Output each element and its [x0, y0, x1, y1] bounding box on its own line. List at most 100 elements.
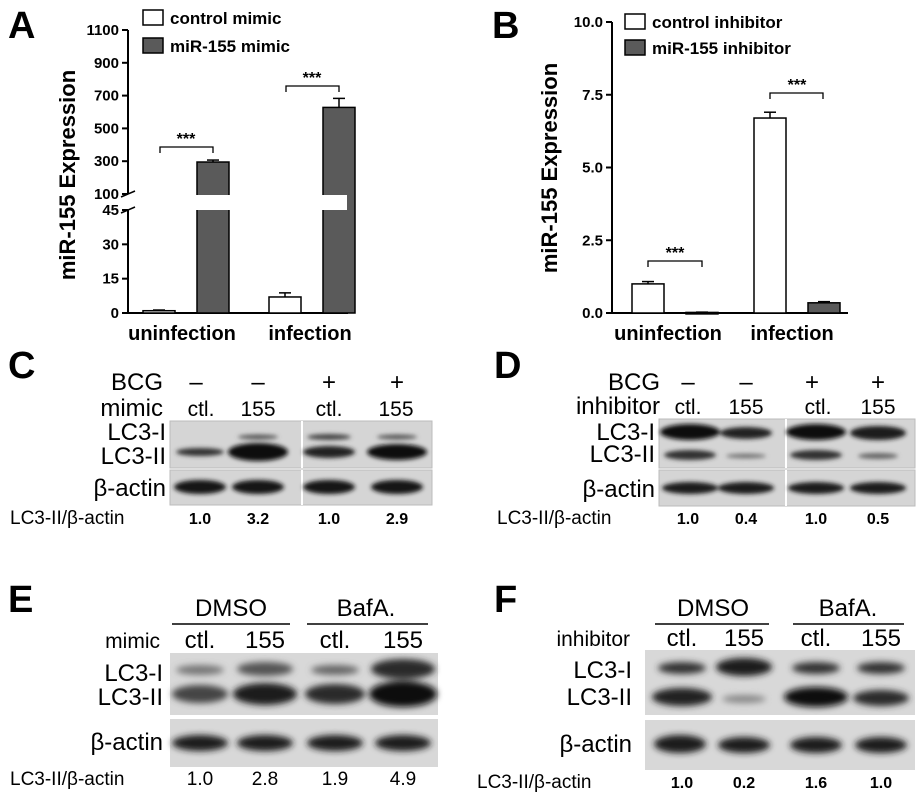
- lane-bcg: –: [739, 369, 753, 396]
- y-tick-label: 900: [94, 55, 119, 72]
- ratio-value: 3.2: [247, 511, 269, 528]
- ratio-value: 1.0: [189, 511, 211, 528]
- significance-stars: ***: [303, 70, 322, 87]
- lane-mimic: 155: [383, 627, 423, 654]
- bar: [631, 283, 665, 314]
- bands-e: [172, 659, 437, 751]
- panel-label-b: B: [492, 5, 519, 47]
- legend-mir155-mimic: miR-155 mimic: [170, 37, 290, 56]
- lane-inhibitor: ctl.: [801, 625, 832, 652]
- ratio-value: 1.0: [318, 511, 340, 528]
- ratio-value: 1.0: [187, 769, 213, 790]
- ratio-value: 1.6: [805, 775, 827, 792]
- y-tick-label: 5.0: [582, 160, 603, 177]
- ylabel-a: miR-155 Expression: [55, 70, 80, 280]
- lane-mimic: ctl.: [188, 398, 215, 421]
- bar: [753, 117, 787, 314]
- ratio-value: 2.9: [386, 511, 408, 528]
- bar: [196, 161, 230, 314]
- legend-swatch-control-mimic: [142, 9, 164, 26]
- lane-inhibitor: ctl.: [667, 625, 698, 652]
- bar: [807, 302, 841, 314]
- lane-mimic: 155: [245, 627, 285, 654]
- ratio-label-f: LC3-II/β-actin: [477, 772, 591, 793]
- significance-bracket: [285, 85, 340, 92]
- row-label-mimic: mimic: [100, 395, 163, 422]
- y-tick-label: 1100: [86, 22, 119, 39]
- y-ticks-b: 0.0 2.5 5.0 7.5 10.0: [574, 14, 612, 322]
- lane-mimic: 155: [240, 398, 275, 421]
- lane-mimic: 155: [378, 398, 413, 421]
- panel-b: B miR-155 Expression 0.0 2.5 5.0 7.5 10.0 un…: [492, 5, 848, 345]
- lane-bcg: +: [322, 369, 336, 396]
- lane-inhibitor: 155: [724, 625, 764, 652]
- y-tick-label: 10.0: [574, 14, 603, 31]
- ratio-value: 2.8: [252, 769, 278, 790]
- group-label-dmso: DMSO: [195, 595, 267, 622]
- band-label-actin: β-actin: [94, 475, 167, 502]
- significance-stars: ***: [666, 245, 685, 262]
- row-label-inhibitor: inhibitor: [556, 628, 630, 651]
- band-label-lc3-2: LC3-II: [98, 684, 163, 711]
- bar: [142, 309, 176, 314]
- lane-bcg: –: [189, 369, 203, 396]
- category-uninfection-a: uninfection: [128, 323, 236, 345]
- band-label-actin: β-actin: [560, 731, 633, 758]
- ratio-value: 1.0: [870, 775, 892, 792]
- group-label-dmso: DMSO: [677, 595, 749, 622]
- lane-mimic: ctl.: [316, 398, 343, 421]
- legend-swatch-control-inhibitor: [624, 13, 646, 30]
- significance-bracket: [647, 260, 703, 267]
- band-label-lc3-2: LC3-II: [101, 443, 166, 470]
- panel-e: E DMSO BafA. mimic ctl. 155 ctl. 155 LC3…: [8, 579, 438, 790]
- bar: [268, 296, 302, 314]
- group-label-bafa: BafA.: [819, 595, 878, 622]
- bars-b: [631, 111, 841, 315]
- band-label-actin: β-actin: [91, 729, 164, 756]
- row-label-inhibitor: inhibitor: [576, 393, 660, 420]
- y-tick-label: 700: [94, 88, 119, 105]
- ratio-label-c: LC3-II/β-actin: [10, 508, 124, 529]
- bars-a: [142, 97, 356, 314]
- legend-swatch-mir155-inhibitor: [624, 39, 646, 56]
- ratio-value: 1.0: [677, 511, 699, 528]
- band-label-lc3-1: LC3-I: [107, 419, 166, 446]
- row-label-bcg: BCG: [111, 369, 163, 396]
- bands-d: [660, 424, 906, 494]
- panel-label-c: C: [8, 345, 35, 387]
- bands-c: [174, 434, 427, 494]
- legend-swatch-mir155-mimic: [142, 37, 164, 54]
- bands-f: [652, 658, 909, 753]
- category-uninfection-b: uninfection: [614, 323, 722, 345]
- category-infection-b: infection: [750, 323, 833, 345]
- ratio-value: 4.9: [390, 769, 416, 790]
- band-label-lc3-2: LC3-II: [590, 441, 655, 468]
- bar-break-gap: [305, 195, 347, 210]
- ratio-value: 1.9: [322, 769, 348, 790]
- panel-label-a: A: [8, 5, 35, 47]
- y-tick-label: 0.0: [582, 305, 603, 322]
- y-tick-label: 100: [94, 186, 119, 203]
- band-label-actin: β-actin: [583, 476, 656, 503]
- y-tick-label: 7.5: [582, 87, 603, 104]
- y-tick-label: 45: [102, 202, 119, 219]
- band-label-lc3-2: LC3-II: [567, 684, 632, 711]
- y-tick-label: 300: [94, 153, 119, 170]
- bar-break-gap: [195, 195, 237, 210]
- y-tick-label: 500: [94, 120, 119, 137]
- panel-label-e: E: [8, 579, 33, 621]
- lane-inhibitor: ctl.: [805, 396, 832, 419]
- band-label-lc3-1: LC3-I: [104, 660, 163, 687]
- y-tick-label: 0: [111, 305, 119, 322]
- panel-d: D BCG – – + + inhibitor ctl. 155 ctl. 15…: [494, 345, 916, 529]
- lane-bcg: –: [251, 369, 265, 396]
- bar-break-gap: [245, 195, 287, 210]
- ratio-value: 1.0: [805, 511, 827, 528]
- significance-bracket: [769, 92, 824, 99]
- ratio-value: 1.0: [671, 775, 693, 792]
- ratio-value: 0.4: [735, 511, 757, 528]
- panel-label-f: F: [494, 579, 517, 621]
- panel-f: F DMSO BafA. inhibitor ctl. 155 ctl. 155…: [477, 579, 915, 793]
